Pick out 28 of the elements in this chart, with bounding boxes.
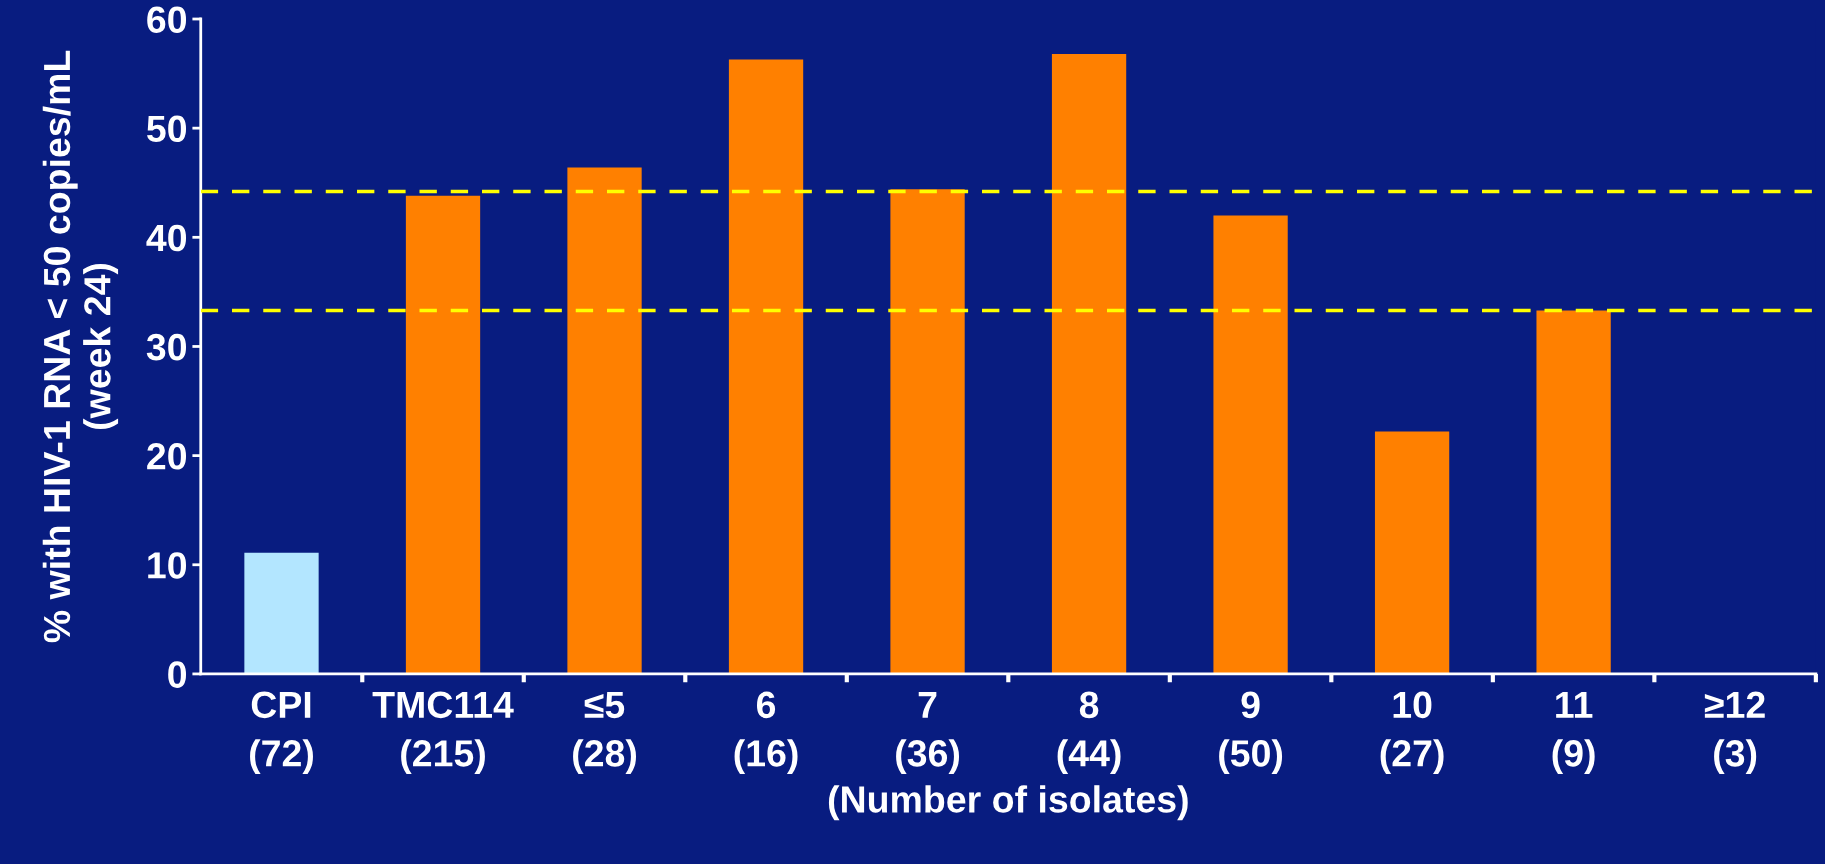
- y-tick-label: 0: [168, 661, 187, 688]
- bar: [1374, 431, 1450, 674]
- x-tick-label: 8 (44): [1057, 691, 1121, 775]
- x-tick-label: 7 (36): [896, 691, 960, 775]
- bar: [244, 552, 319, 674]
- x-tick-label: 9 (50): [1219, 691, 1283, 775]
- x-tick-label: 10 (27): [1380, 691, 1444, 775]
- x-tick-label: ≤5 (28): [573, 691, 637, 775]
- x-tick-label: TMC114 (215): [372, 691, 514, 775]
- y-tick-label: 60: [147, 6, 187, 33]
- bar: [890, 189, 965, 674]
- y-tick-label: 20: [147, 443, 187, 470]
- y-axis-title: % with HIV-1 RNA < 50 copies/mL (week 24): [42, 50, 119, 643]
- x-tick-label: ≥12 (3): [1704, 691, 1765, 775]
- x-tick-label: 11 (9): [1552, 691, 1595, 775]
- y-tick-label: 50: [147, 115, 187, 143]
- y-tick-label: 40: [146, 224, 187, 252]
- x-axis-title: (Number of isolates): [828, 785, 1188, 821]
- bar: [728, 59, 804, 674]
- bar: [1536, 310, 1611, 674]
- x-tick-label: CPI (72): [250, 691, 313, 775]
- y-tick-label: 10: [148, 552, 187, 579]
- bar: [405, 195, 481, 674]
- x-tick-label: 6 (16): [734, 691, 798, 775]
- bar: [1213, 215, 1288, 674]
- bar: [1051, 53, 1127, 674]
- bar: [567, 167, 642, 674]
- y-tick-label: 30: [146, 333, 187, 361]
